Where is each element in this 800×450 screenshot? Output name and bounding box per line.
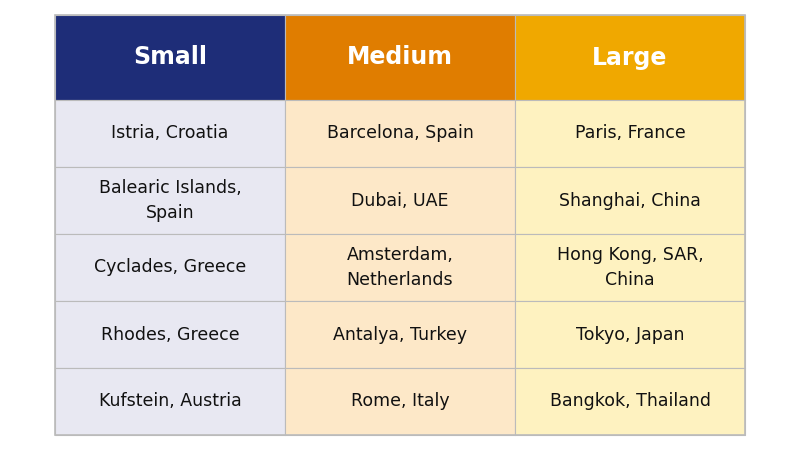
Bar: [285, 100, 515, 167]
Bar: [515, 301, 745, 368]
Text: Paris, France: Paris, France: [574, 125, 686, 143]
Text: Shanghai, China: Shanghai, China: [559, 192, 701, 210]
Bar: [55, 15, 745, 435]
Text: Large: Large: [592, 45, 668, 69]
Bar: [285, 167, 515, 234]
Bar: [285, 301, 515, 368]
Bar: [55, 15, 285, 100]
Text: Istria, Croatia: Istria, Croatia: [111, 125, 229, 143]
Bar: [55, 167, 285, 234]
Text: Cyclades, Greece: Cyclades, Greece: [94, 258, 246, 276]
Text: Dubai, UAE: Dubai, UAE: [351, 192, 449, 210]
Bar: [515, 234, 745, 301]
Text: Bangkok, Thailand: Bangkok, Thailand: [550, 392, 710, 410]
Text: Small: Small: [133, 45, 207, 69]
Bar: [55, 301, 285, 368]
Bar: [55, 234, 285, 301]
Text: Hong Kong, SAR,
China: Hong Kong, SAR, China: [557, 246, 703, 289]
Bar: [285, 234, 515, 301]
Bar: [515, 167, 745, 234]
Bar: [55, 368, 285, 435]
Text: Rhodes, Greece: Rhodes, Greece: [101, 325, 239, 343]
Text: Rome, Italy: Rome, Italy: [350, 392, 450, 410]
Text: Kufstein, Austria: Kufstein, Austria: [98, 392, 242, 410]
Text: Amsterdam,
Netherlands: Amsterdam, Netherlands: [346, 246, 454, 289]
Bar: [515, 15, 745, 100]
Bar: [55, 100, 285, 167]
Text: Antalya, Turkey: Antalya, Turkey: [333, 325, 467, 343]
Bar: [515, 368, 745, 435]
Text: Balearic Islands,
Spain: Balearic Islands, Spain: [98, 179, 242, 222]
Text: Medium: Medium: [347, 45, 453, 69]
Text: Barcelona, Spain: Barcelona, Spain: [326, 125, 474, 143]
Text: Tokyo, Japan: Tokyo, Japan: [576, 325, 684, 343]
Bar: [285, 368, 515, 435]
Bar: [515, 100, 745, 167]
Bar: [285, 15, 515, 100]
